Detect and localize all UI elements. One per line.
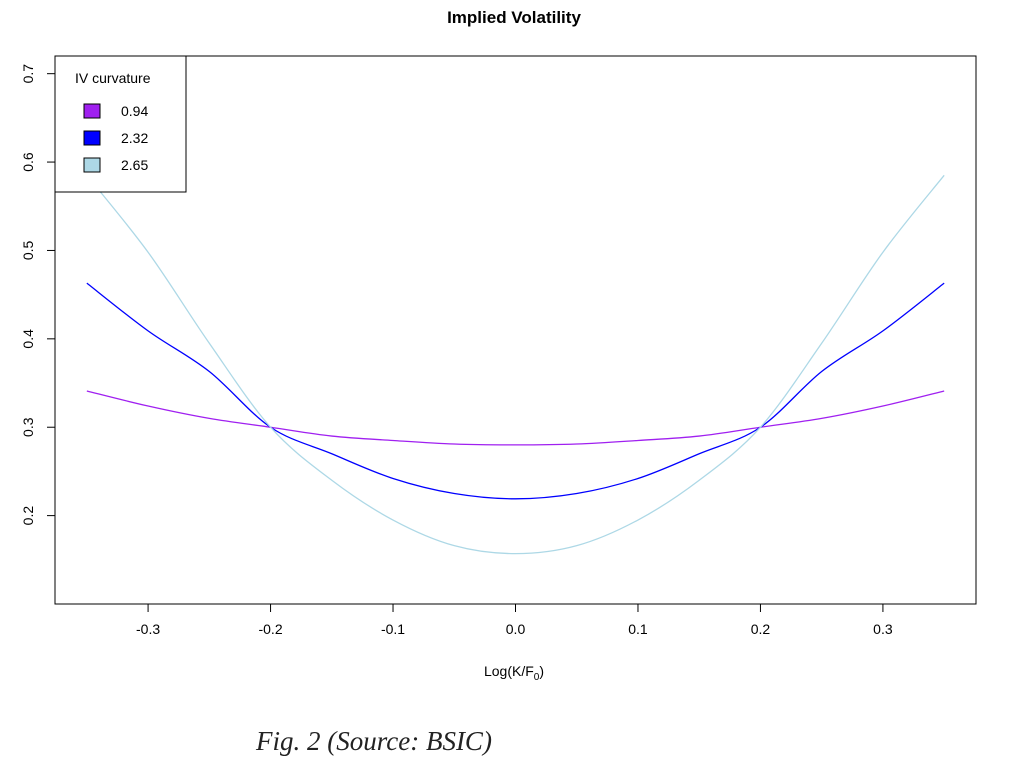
legend-swatch [83,130,101,146]
legend-items: 0.94 2.32 2.65 [83,103,148,173]
legend-item-label: 0.94 [121,103,148,119]
y-tick-label: 0.2 [20,506,36,526]
legend-swatch [83,103,101,119]
plot-frame [54,55,977,605]
x-axis-label-main: Log(K/F [484,663,534,679]
legend-box [54,55,187,193]
x-tick-label: 0.0 [506,621,526,637]
legend-item-label: 2.65 [121,157,148,173]
y-tick-label: 0.3 [20,417,36,437]
y-tick-label: 0.4 [20,329,36,349]
y-tick-label: 0.7 [20,64,36,84]
y-tick-label: 0.5 [20,241,36,261]
legend-item-label: 2.32 [121,130,148,146]
chart-title: Implied Volatility [447,8,581,27]
series-line-3 [86,174,945,555]
x-axis-label-subscript: 0 [534,672,540,683]
series-layer [86,174,945,555]
x-axis-label-close: ) [539,663,544,679]
figure-caption: Fig. 2 (Source: BSIC) [256,726,492,756]
legend: IV curvature 0.94 2.32 2.65 [54,55,187,193]
x-tick-label: 0.1 [628,621,648,637]
x-tick-label: -0.2 [258,621,282,637]
series-line-2 [86,282,945,500]
x-tick-label: -0.1 [381,621,405,637]
x-tick-label: 0.2 [751,621,771,637]
y-axis: 0.2 0.3 0.4 0.5 0.6 0.7 [20,64,55,526]
legend-swatch [83,157,101,173]
y-tick-label: 0.6 [20,152,36,172]
series-line-1 [86,390,945,446]
x-axis: -0.3 -0.2 -0.1 0.0 0.1 0.2 0.3 [136,604,893,637]
x-tick-label: -0.3 [136,621,160,637]
legend-title: IV curvature [75,70,151,86]
x-tick-label: 0.3 [873,621,893,637]
x-axis-label: Log(K/F0) [484,663,544,683]
